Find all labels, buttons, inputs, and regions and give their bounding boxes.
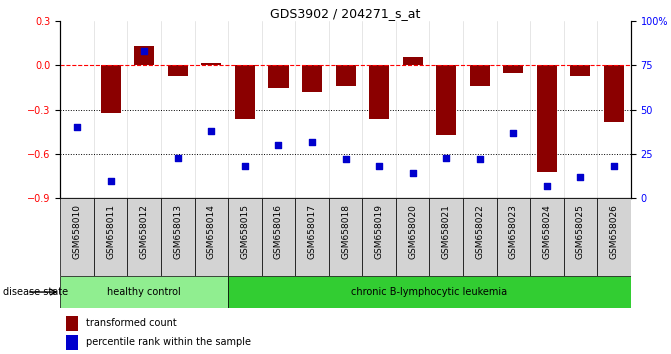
Text: GSM658022: GSM658022 xyxy=(475,205,484,259)
Bar xyxy=(60,276,228,308)
Bar xyxy=(530,198,564,276)
Bar xyxy=(362,198,396,276)
Text: GSM658017: GSM658017 xyxy=(307,205,317,259)
Bar xyxy=(329,198,362,276)
Text: GSM658015: GSM658015 xyxy=(240,205,250,259)
Text: GSM658020: GSM658020 xyxy=(408,205,417,259)
Text: GSM658024: GSM658024 xyxy=(542,205,552,259)
Text: GSM658021: GSM658021 xyxy=(442,205,451,259)
Bar xyxy=(94,198,127,276)
Point xyxy=(206,128,217,134)
Point xyxy=(407,171,418,176)
Text: transformed count: transformed count xyxy=(86,318,176,329)
Bar xyxy=(564,198,597,276)
Point xyxy=(240,164,250,169)
Point xyxy=(139,48,150,54)
Bar xyxy=(268,65,289,88)
Text: GSM658010: GSM658010 xyxy=(72,205,82,259)
Title: GDS3902 / 204271_s_at: GDS3902 / 204271_s_at xyxy=(270,7,421,20)
Bar xyxy=(66,316,78,331)
Bar xyxy=(503,65,523,73)
Bar xyxy=(597,198,631,276)
Bar xyxy=(228,198,262,276)
Text: GSM658013: GSM658013 xyxy=(173,205,183,259)
Text: GSM658026: GSM658026 xyxy=(609,205,619,259)
Bar xyxy=(101,65,121,113)
Text: percentile rank within the sample: percentile rank within the sample xyxy=(86,337,251,347)
Point xyxy=(105,178,116,183)
Text: healthy control: healthy control xyxy=(107,287,181,297)
Bar xyxy=(604,65,624,121)
Bar xyxy=(66,335,78,350)
Point xyxy=(508,130,519,136)
Bar xyxy=(60,198,94,276)
Text: GSM658012: GSM658012 xyxy=(140,205,149,259)
Point xyxy=(441,155,452,160)
Point xyxy=(273,142,284,148)
Bar xyxy=(161,198,195,276)
Bar xyxy=(436,65,456,135)
Point xyxy=(609,164,619,169)
Text: GSM658018: GSM658018 xyxy=(341,205,350,259)
Bar xyxy=(403,57,423,65)
Bar xyxy=(497,198,530,276)
Text: GSM658014: GSM658014 xyxy=(207,205,216,259)
Bar xyxy=(168,65,188,76)
Text: chronic B-lymphocytic leukemia: chronic B-lymphocytic leukemia xyxy=(352,287,507,297)
Bar xyxy=(295,198,329,276)
Point xyxy=(374,164,384,169)
Text: GSM658016: GSM658016 xyxy=(274,205,283,259)
Bar xyxy=(235,65,255,119)
Text: GSM658023: GSM658023 xyxy=(509,205,518,259)
Bar xyxy=(127,198,161,276)
Point xyxy=(474,156,485,162)
Bar xyxy=(463,198,497,276)
Text: GSM658025: GSM658025 xyxy=(576,205,585,259)
Bar xyxy=(228,276,631,308)
Point xyxy=(575,174,586,180)
Point xyxy=(172,155,183,160)
Bar xyxy=(302,65,322,92)
Bar xyxy=(336,65,356,86)
Bar xyxy=(470,65,490,86)
Bar xyxy=(570,65,590,76)
Text: GSM658011: GSM658011 xyxy=(106,205,115,259)
Bar xyxy=(134,46,154,65)
Point xyxy=(541,183,552,189)
Text: GSM658019: GSM658019 xyxy=(374,205,384,259)
Bar xyxy=(429,198,463,276)
Point xyxy=(340,156,351,162)
Bar xyxy=(369,65,389,119)
Text: disease state: disease state xyxy=(3,287,68,297)
Bar xyxy=(262,198,295,276)
Bar xyxy=(537,65,557,172)
Point xyxy=(72,125,83,130)
Point xyxy=(307,139,317,144)
Bar xyxy=(201,63,221,65)
Bar xyxy=(396,198,429,276)
Bar xyxy=(195,198,228,276)
